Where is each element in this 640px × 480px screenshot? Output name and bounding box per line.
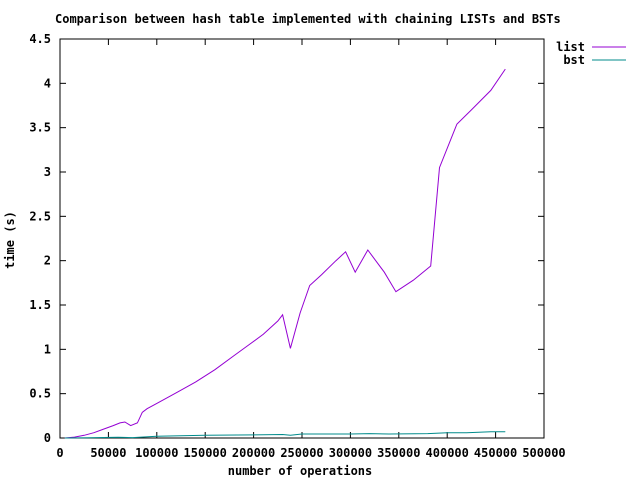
legend-label-bst: bst <box>563 53 585 67</box>
y-tick-label: 1.5 <box>29 298 51 312</box>
y-axis: 0 0.5 1 1.5 2 2.5 3 3.5 4 4.5 <box>29 32 544 445</box>
x-tick-label: 300000 <box>329 446 372 460</box>
x-tick-label: 200000 <box>232 446 275 460</box>
y-tick-label: 1 <box>44 342 51 356</box>
y-tick-label: 4 <box>44 76 51 90</box>
x-tick-label: 450000 <box>474 446 517 460</box>
x-tick-label: 500000 <box>522 446 565 460</box>
y-tick-label: 3.5 <box>29 121 51 135</box>
y-tick-label: 2 <box>44 254 51 268</box>
y-tick-label: 0 <box>44 431 51 445</box>
y-tick-label: 4.5 <box>29 32 51 46</box>
x-tick-label: 150000 <box>184 446 227 460</box>
x-tick-label: 100000 <box>135 446 178 460</box>
x-axis-label: number of operations <box>228 464 373 478</box>
chart-title: Comparison between hash table implemente… <box>55 12 561 26</box>
series-line-list <box>64 68 506 439</box>
series-layer <box>64 68 506 439</box>
plot-frame <box>59 38 545 439</box>
x-tick-label: 400000 <box>426 446 469 460</box>
y-tick-label: 2.5 <box>29 209 51 223</box>
y-tick-label: 3 <box>44 165 51 179</box>
legend: list bst <box>556 40 626 67</box>
series-line-bst <box>64 431 506 439</box>
y-axis-label: time (s) <box>3 211 17 269</box>
x-axis: 0 50000 100000 150000 200000 250000 300000 3500… <box>56 39 566 460</box>
legend-label-list: list <box>556 40 585 54</box>
x-tick-label: 0 <box>56 446 63 460</box>
x-tick-label: 350000 <box>377 446 420 460</box>
x-tick-label: 50000 <box>90 446 126 460</box>
x-tick-label: 250000 <box>280 446 323 460</box>
y-tick-label: 0.5 <box>29 387 51 401</box>
